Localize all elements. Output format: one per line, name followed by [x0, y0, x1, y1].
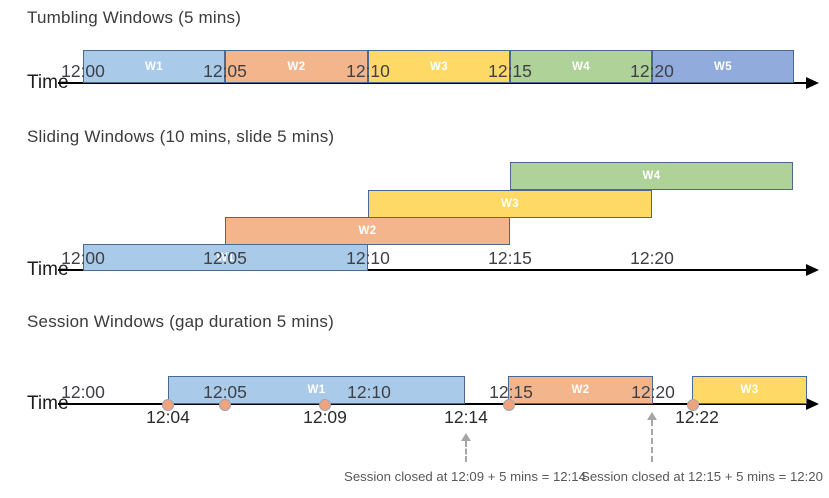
session-title: Session Windows (gap duration 5 mins): [27, 312, 334, 331]
event-time-label: 12:04: [146, 407, 190, 427]
tick-label: 12:05: [203, 382, 247, 402]
tick-label: 12:15: [489, 382, 533, 402]
tumbling-window-bar-w4: W4: [510, 50, 652, 83]
window-label: W1: [216, 251, 235, 264]
tumbling-window-bar-w5: W5: [652, 50, 794, 83]
tumbling-title: Tumbling Windows (5 mins): [27, 8, 242, 27]
tick-label: 12:00: [61, 248, 105, 268]
tick-label: 12:00: [61, 382, 105, 402]
annotation-arrow: [465, 441, 467, 462]
sliding-time-axis-label: Time: [27, 259, 69, 280]
tumbling-time-axis-label: Time: [27, 72, 69, 93]
event-dot: [219, 399, 231, 411]
session-timeline-arrowhead-icon: [806, 398, 819, 410]
tumbling-timeline-arrowhead-icon: [806, 77, 819, 89]
tick-label: 12:15: [488, 61, 532, 81]
sliding-window-bar-w1: W1: [83, 244, 368, 271]
tick-label: 12:10: [346, 61, 390, 81]
event-time-label: 12:22: [675, 407, 719, 427]
event-dot: [162, 399, 174, 411]
event-dot: [319, 399, 331, 411]
sliding-window-bar-w3: W3: [368, 190, 652, 218]
tick-label: 12:05: [203, 248, 247, 268]
sliding-title: Sliding Windows (10 mins, slide 5 mins): [27, 127, 335, 146]
tick-label: 12:00: [61, 61, 105, 81]
session-window-bar-w2: W2: [508, 376, 653, 404]
session-window-bar-w3: W3: [692, 376, 807, 404]
window-label: W4: [571, 60, 591, 73]
window-label: W1: [307, 384, 326, 396]
event-dot: [687, 399, 699, 411]
window-label: W3: [500, 198, 520, 210]
window-label: W4: [642, 170, 661, 182]
window-label: W2: [358, 225, 377, 237]
event-dot: [503, 399, 515, 411]
session-time-axis-label: Time: [27, 393, 69, 414]
tumbling-timeline-axis: [58, 82, 806, 84]
window-label: W3: [740, 384, 759, 396]
tumbling-window-bar-w2: W2: [225, 50, 368, 83]
tick-label: 12:20: [630, 61, 674, 81]
tumbling-window-bar-w3: W3: [368, 50, 510, 83]
sliding-timeline-axis: [58, 269, 806, 271]
annotation-arrow: [651, 420, 653, 462]
session-window-bar-w1: W1: [168, 376, 465, 404]
window-label: W5: [713, 60, 733, 73]
window-label: W2: [571, 384, 590, 396]
session-annotation: Session closed at 12:09 + 5 mins = 12:14: [344, 469, 586, 484]
tick-label: 12:05: [203, 61, 247, 81]
session-annotation: Session closed at 12:15 + 5 mins = 12:20: [581, 469, 823, 484]
tick-label: 12:20: [630, 248, 674, 268]
tick-label: 12:10: [347, 382, 391, 402]
sliding-window-bar-w2: W2: [225, 217, 510, 245]
sliding-window-bar-w4: W4: [510, 162, 793, 190]
window-label: W2: [287, 60, 306, 73]
tick-label: 12:15: [488, 248, 532, 268]
window-label: W3: [429, 60, 449, 73]
event-time-label: 12:14: [444, 407, 488, 427]
event-time-label: 12:09: [303, 407, 347, 427]
window-label: W1: [144, 60, 164, 73]
up-arrow-icon: [647, 412, 657, 420]
sliding-timeline-arrowhead-icon: [806, 264, 819, 276]
tumbling-window-bar-w1: W1: [83, 50, 225, 83]
session-timeline-axis: [58, 403, 806, 405]
tick-label: 12:20: [631, 382, 675, 402]
up-arrow-icon: [461, 433, 471, 441]
tick-label: 12:10: [346, 248, 390, 268]
